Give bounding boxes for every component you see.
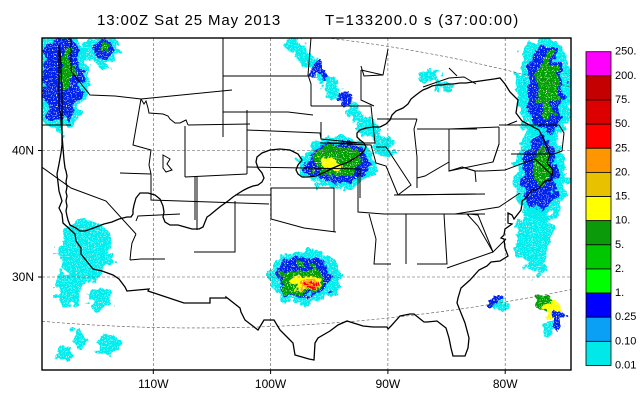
svg-text:50.: 50. [615, 118, 630, 130]
svg-text:13:00Z Sat 25 May 2013: 13:00Z Sat 25 May 2013 [97, 12, 281, 29]
svg-text:20.: 20. [615, 166, 630, 178]
svg-text:1.: 1. [615, 287, 624, 299]
svg-text:15.: 15. [615, 191, 630, 203]
svg-text:5.: 5. [615, 239, 624, 251]
svg-text:10.: 10. [615, 215, 630, 227]
svg-text:200.: 200. [615, 70, 636, 82]
svg-text:0.01: 0.01 [615, 360, 636, 372]
svg-text:0.10: 0.10 [615, 335, 636, 347]
svg-text:30N: 30N [12, 270, 34, 284]
svg-text:T=133200.0 s (37:00:00): T=133200.0 s (37:00:00) [325, 12, 520, 29]
svg-text:75.: 75. [615, 94, 630, 106]
svg-text:80W: 80W [493, 377, 518, 391]
svg-text:40N: 40N [12, 144, 34, 158]
svg-text:2.: 2. [615, 263, 624, 275]
svg-text:90W: 90W [376, 377, 401, 391]
svg-text:250.: 250. [615, 46, 636, 58]
svg-text:110W: 110W [138, 377, 169, 391]
svg-text:25.: 25. [615, 142, 630, 154]
svg-text:0.25: 0.25 [615, 311, 636, 323]
svg-text:100W: 100W [255, 377, 287, 391]
